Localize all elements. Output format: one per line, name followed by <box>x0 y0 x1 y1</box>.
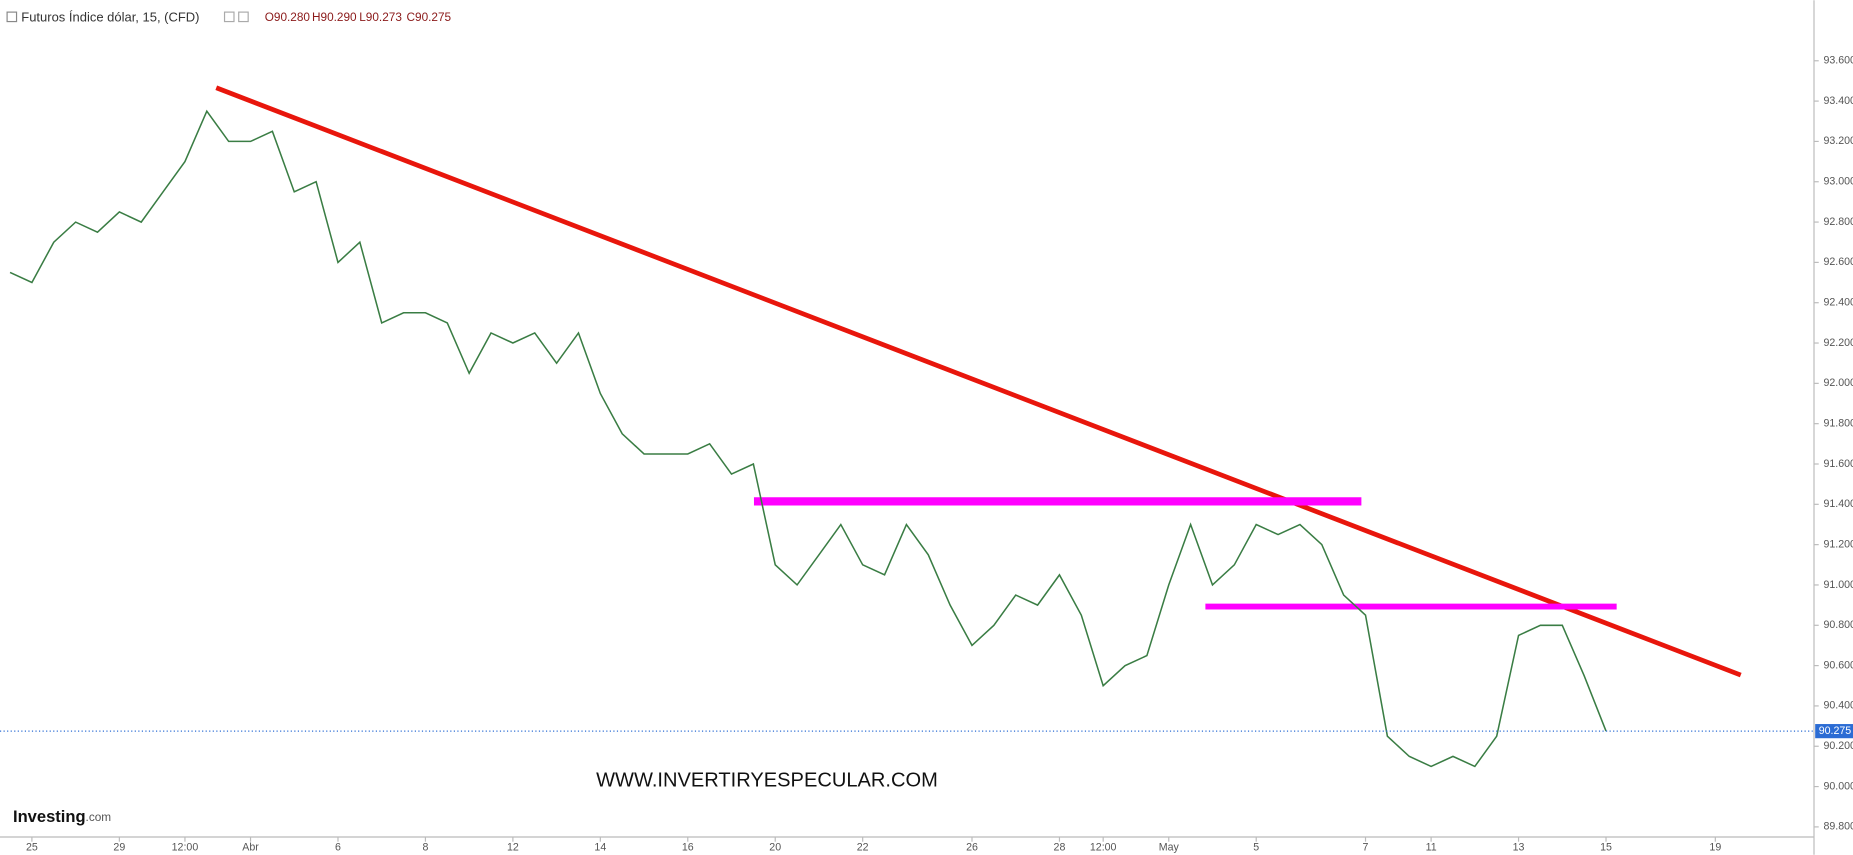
last-price-box <box>1815 724 1853 739</box>
y-tick-label: 89.800 <box>1823 821 1853 833</box>
y-tick-label: 91.600 <box>1823 458 1853 470</box>
brand: Investing.com <box>13 807 111 826</box>
chart-title: Futuros Índice dólar, 15, (CFD) <box>21 9 199 24</box>
x-tick-label: 5 <box>1253 841 1259 853</box>
x-tick-label: 12:00 <box>1090 841 1117 853</box>
x-tick-label: 19 <box>1709 841 1721 853</box>
x-tick-label: 8 <box>422 841 428 853</box>
ohlc-value: C90.275 <box>407 10 452 24</box>
y-tick-label: 90.800 <box>1823 619 1853 631</box>
y-tick-label: 92.400 <box>1823 297 1853 309</box>
y-tick-label: 92.000 <box>1823 377 1853 389</box>
x-tick-label: 28 <box>1054 841 1066 853</box>
brand-name: Investing <box>13 807 86 826</box>
x-tick-label: 6 <box>335 841 341 853</box>
x-tick-label: 12 <box>507 841 519 853</box>
x-tick-label: 12:00 <box>172 841 199 853</box>
y-tick-label: 90.000 <box>1823 780 1853 792</box>
y-tick-label: 93.000 <box>1823 176 1853 188</box>
close-icon[interactable] <box>238 11 249 23</box>
x-tick-label: 22 <box>857 841 869 853</box>
x-tick-label: 25 <box>26 841 38 853</box>
x-tick-label: 26 <box>966 841 978 853</box>
y-tick-label: 91.800 <box>1823 417 1853 429</box>
ohlc-value: O90.280 <box>265 10 311 24</box>
y-tick-label: 91.200 <box>1823 538 1853 550</box>
ohlc-group: O90.280 H90.290 L90.273 C90.275 <box>265 10 452 24</box>
x-tick-label: 11 <box>1426 841 1437 853</box>
y-tick-label: 91.400 <box>1823 498 1853 510</box>
x-tick-label: 7 <box>1363 841 1369 853</box>
settings-icon[interactable] <box>223 11 235 23</box>
price-line <box>9 109 1607 768</box>
brand-suffix: .com <box>86 810 112 824</box>
y-tick-label: 91.000 <box>1823 579 1853 591</box>
x-tick-label: 29 <box>113 841 125 853</box>
collapse-icon[interactable] <box>6 11 18 23</box>
y-tick-label: 90.600 <box>1823 659 1853 671</box>
y-tick-label: 90.200 <box>1823 740 1853 752</box>
y-tick-label: 93.200 <box>1823 135 1853 147</box>
trendline <box>215 85 1742 678</box>
y-tick-label: 92.200 <box>1823 337 1853 349</box>
ohlc-value: L90.273 <box>359 10 402 24</box>
x-tick-label: 20 <box>769 841 781 853</box>
x-tick-label: 16 <box>682 841 694 853</box>
y-tick-label: 92.600 <box>1823 256 1853 268</box>
x-tick-label: Abr <box>242 841 259 853</box>
y-tick-label: 93.600 <box>1823 55 1853 67</box>
x-tick-label: 14 <box>594 841 606 853</box>
x-tick-label: 15 <box>1600 841 1612 853</box>
x-tick-label: 13 <box>1513 841 1525 853</box>
y-tick-label: 92.800 <box>1823 216 1853 228</box>
y-tick-label: 90.400 <box>1823 700 1853 712</box>
ohlc-value: H90.290 <box>312 10 357 24</box>
y-tick-label: 93.400 <box>1823 95 1853 107</box>
watermark: WWW.INVERTIRYESPECULAR.COM <box>596 770 938 792</box>
last-price-label: 90.275 <box>1819 725 1852 737</box>
x-tick-label: May <box>1159 841 1180 853</box>
